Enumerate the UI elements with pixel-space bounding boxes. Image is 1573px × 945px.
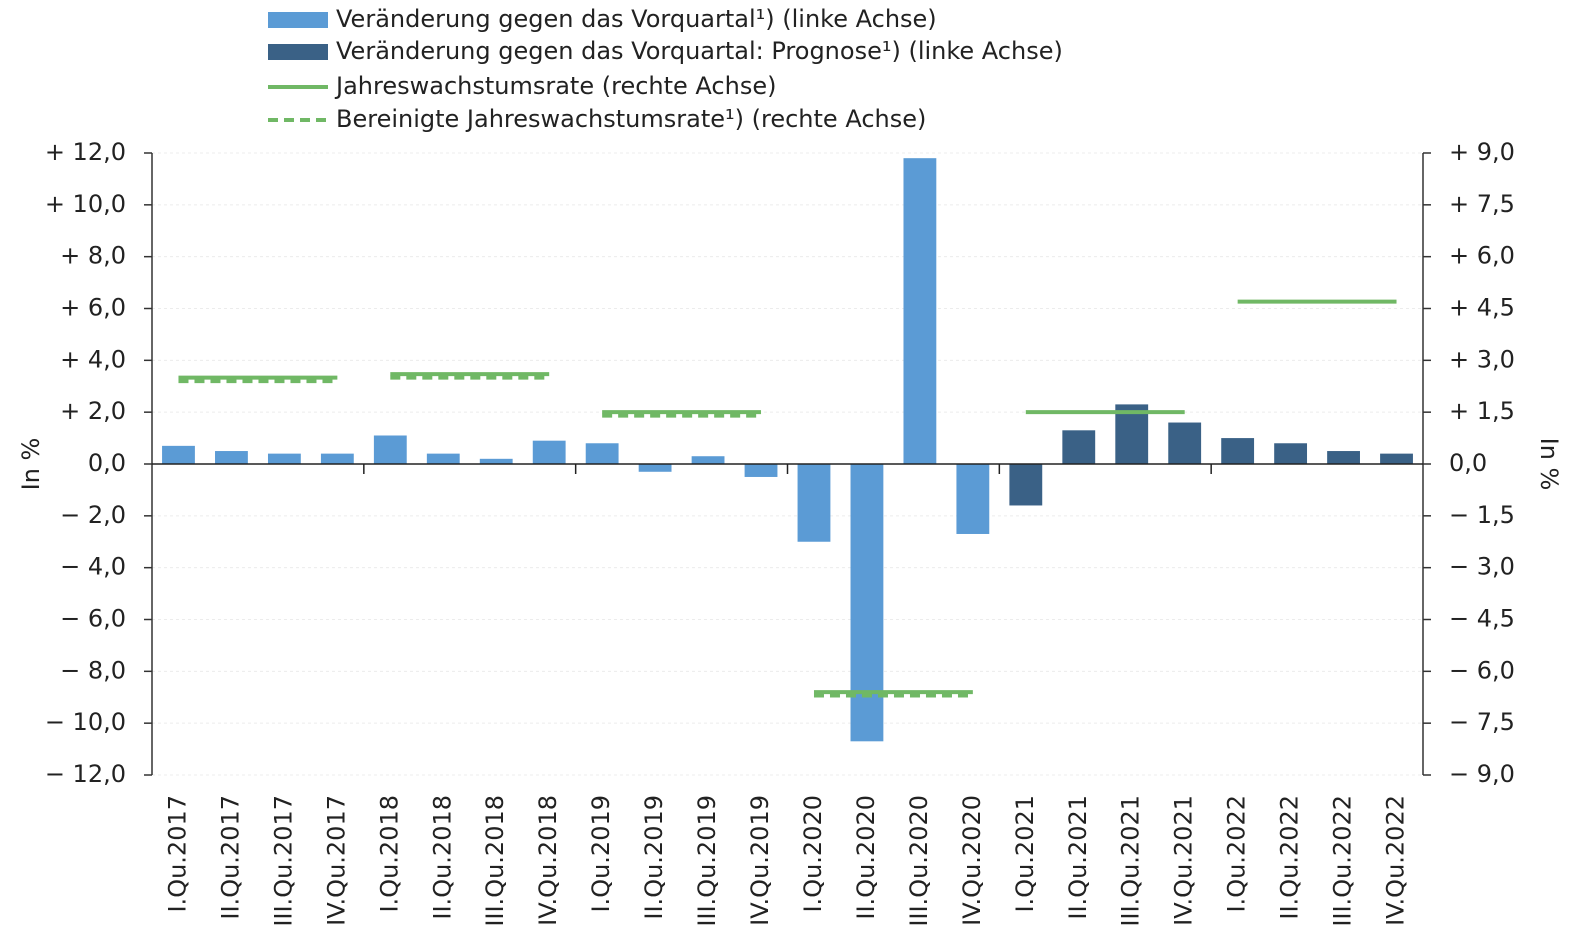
bar xyxy=(215,451,248,464)
x-tick-label: IV.Qu.2021 xyxy=(1170,795,1198,926)
bar xyxy=(320,453,354,464)
x-tick-label: II.Qu.2021 xyxy=(1064,795,1092,920)
bar xyxy=(479,458,513,464)
y-tick-label: + 12,0 xyxy=(45,138,126,166)
bar xyxy=(1009,464,1043,506)
y2-tick-label: − 3,0 xyxy=(1449,553,1515,581)
bar xyxy=(1327,451,1360,464)
x-tick-label: I.Qu.2018 xyxy=(375,795,403,913)
y-axis-title: In % xyxy=(17,438,45,491)
y-tick-label: − 8,0 xyxy=(60,656,126,684)
x-tick-label: I.Qu.2021 xyxy=(1011,795,1039,913)
y2-tick-label: − 4,5 xyxy=(1449,605,1515,633)
x-tick-label: I.Qu.2020 xyxy=(799,795,827,913)
bar xyxy=(532,440,566,464)
bar xyxy=(1168,422,1202,464)
y-tick-label: − 12,0 xyxy=(45,760,126,788)
x-tick-label: III.Qu.2021 xyxy=(1117,795,1145,927)
y2-tick-label: + 1,5 xyxy=(1449,397,1515,425)
bar xyxy=(850,464,884,742)
y-tick-label: + 8,0 xyxy=(60,242,126,270)
y-tick-label: − 6,0 xyxy=(60,605,126,633)
x-tick-label: II.Qu.2018 xyxy=(428,795,456,920)
y-tick-label: + 10,0 xyxy=(45,190,126,218)
legend-label: Veränderung gegen das Vorquartal: Progno… xyxy=(336,37,1063,65)
bar xyxy=(267,453,301,464)
y-tick-label: − 4,0 xyxy=(60,553,126,581)
bar xyxy=(1062,430,1096,464)
bar xyxy=(1274,443,1308,464)
y2-tick-label: + 4,5 xyxy=(1449,294,1515,322)
bar xyxy=(744,464,778,477)
y2-tick-label: − 7,5 xyxy=(1449,708,1515,736)
bar xyxy=(585,443,619,464)
x-tick-label: III.Qu.2020 xyxy=(905,795,933,927)
legend-label: Jahreswachstumsrate (rechte Achse) xyxy=(334,72,776,100)
x-tick-label: IV.Qu.2018 xyxy=(534,795,562,926)
legend-label: Bereinigte Jahreswachstumsrate¹) (rechte… xyxy=(336,105,926,133)
bar xyxy=(903,158,937,464)
x-tick-label: III.Qu.2017 xyxy=(269,795,297,927)
bar xyxy=(691,456,725,464)
y2-tick-label: + 7,5 xyxy=(1449,190,1515,218)
x-tick-label: III.Qu.2019 xyxy=(693,795,721,927)
x-tick-label: II.Qu.2017 xyxy=(216,795,244,920)
y-tick-label: − 10,0 xyxy=(45,708,126,736)
bar xyxy=(1221,438,1255,464)
x-tick-label: IV.Qu.2020 xyxy=(958,795,986,926)
y-tick-label: 0,0 xyxy=(88,449,126,477)
y-tick-label: + 6,0 xyxy=(60,294,126,322)
y2-axis-title: In % xyxy=(1535,438,1563,491)
x-tick-label: IV.Qu.2019 xyxy=(746,795,774,926)
bar xyxy=(797,464,831,542)
x-tick-label: I.Qu.2022 xyxy=(1223,795,1251,913)
bar xyxy=(373,435,407,464)
x-tick-label: I.Qu.2017 xyxy=(163,795,191,913)
x-tick-label: III.Qu.2018 xyxy=(481,795,509,927)
x-tick-label: IV.Qu.2017 xyxy=(322,795,350,926)
x-tick-label: II.Qu.2022 xyxy=(1276,795,1304,920)
y2-tick-label: + 9,0 xyxy=(1449,138,1515,166)
bar xyxy=(1380,453,1413,464)
x-tick-label: III.Qu.2022 xyxy=(1329,795,1357,927)
legend-swatch xyxy=(268,44,328,60)
bar xyxy=(426,453,460,464)
y2-tick-label: + 6,0 xyxy=(1449,242,1515,270)
y-tick-label: + 2,0 xyxy=(60,397,126,425)
y2-tick-label: + 3,0 xyxy=(1449,345,1515,373)
y2-tick-label: 0,0 xyxy=(1449,449,1487,477)
y-tick-label: − 2,0 xyxy=(60,501,126,529)
y2-tick-label: − 1,5 xyxy=(1449,501,1515,529)
bar xyxy=(162,445,195,464)
y2-tick-label: − 9,0 xyxy=(1449,760,1515,788)
legend-swatch xyxy=(268,12,328,28)
x-tick-label: II.Qu.2020 xyxy=(852,795,880,920)
bar xyxy=(956,464,990,534)
x-tick-label: I.Qu.2019 xyxy=(587,795,615,913)
y-tick-label: + 4,0 xyxy=(60,345,126,373)
bar xyxy=(638,464,672,472)
x-tick-label: II.Qu.2019 xyxy=(640,795,668,920)
y2-tick-label: − 6,0 xyxy=(1449,656,1515,684)
bar xyxy=(1115,404,1149,464)
legend-label: Veränderung gegen das Vorquartal¹) (link… xyxy=(336,5,937,33)
x-tick-label: IV.Qu.2022 xyxy=(1382,795,1410,926)
